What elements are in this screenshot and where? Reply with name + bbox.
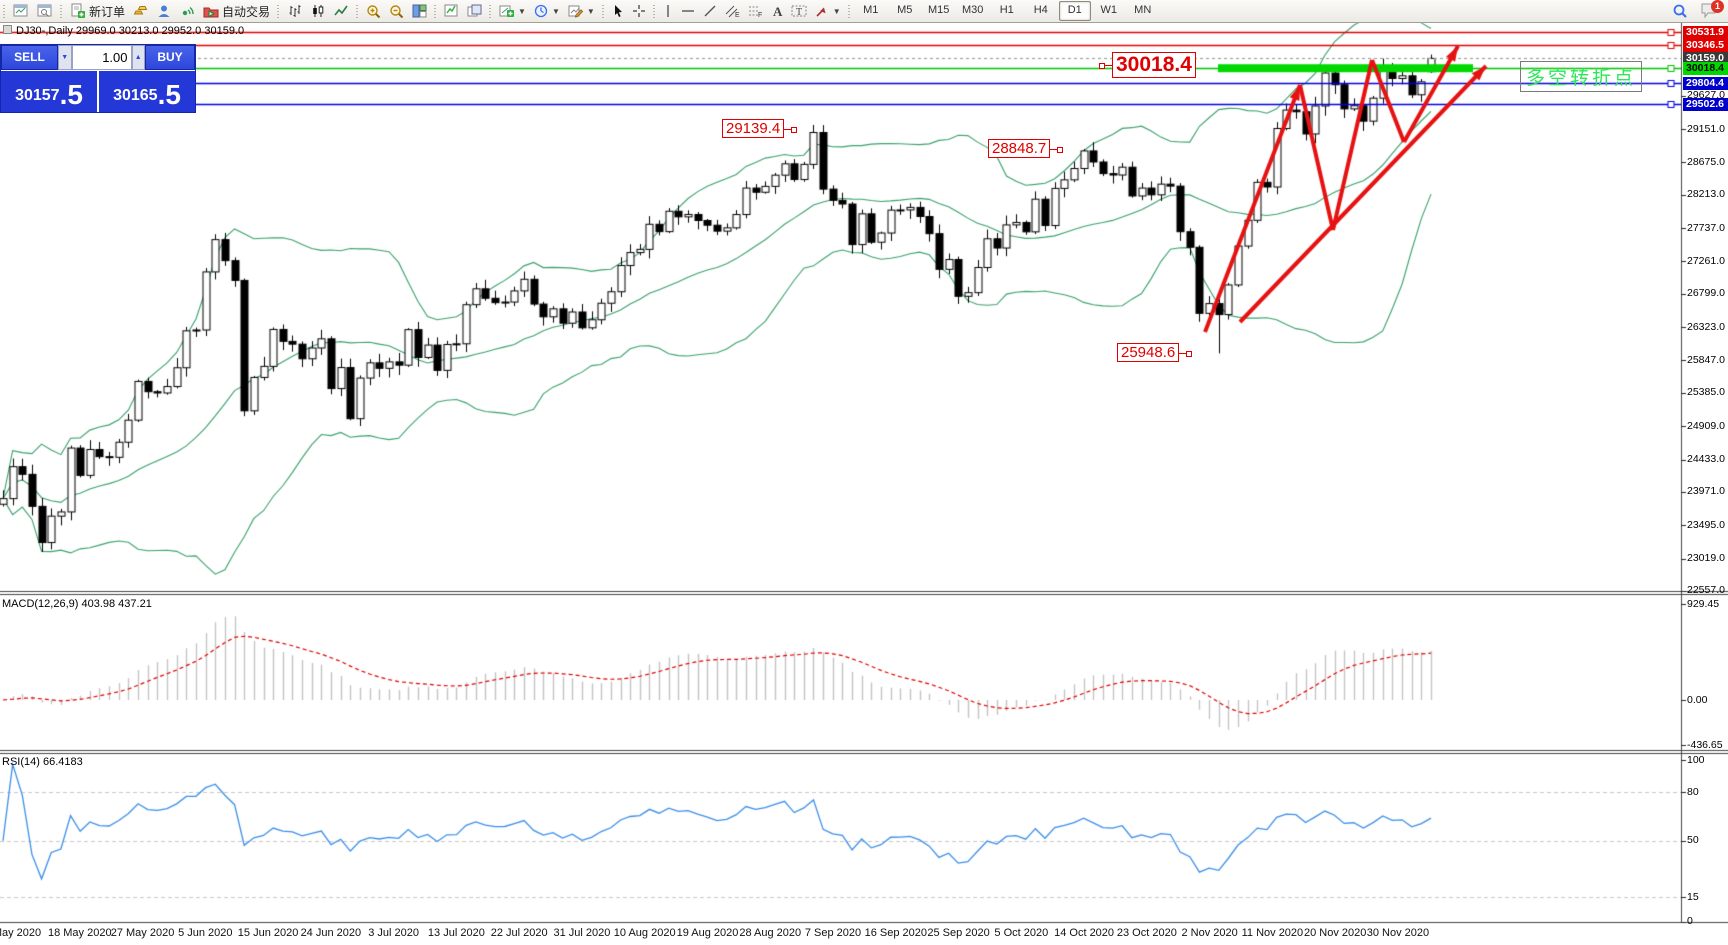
- bar-chart-icon[interactable]: [283, 0, 307, 22]
- note-annotation[interactable]: 多空转折点: [1520, 61, 1643, 92]
- candlestick-chart-icon[interactable]: [307, 0, 329, 22]
- timeframe-button-m5[interactable]: M5: [897, 4, 913, 16]
- chart-window-search-icon[interactable]: [33, 0, 57, 22]
- timeframe-button-m1[interactable]: M1: [863, 4, 879, 16]
- volume-decrease-button[interactable]: ▼: [58, 45, 72, 70]
- text-icon[interactable]: A: [767, 0, 787, 22]
- toolbar-grip: [276, 3, 282, 19]
- fibonacci-icon[interactable]: F: [744, 0, 767, 22]
- periods-icon[interactable]: ▼: [530, 0, 564, 22]
- toolbar-grip: [600, 3, 606, 19]
- toolbar-group: [353, 0, 431, 22]
- indicators-icon[interactable]: [440, 0, 463, 22]
- toolbar-grip: [846, 3, 852, 19]
- price-annotation-29139[interactable]: 29139.4: [722, 119, 798, 138]
- tile-windows-icon[interactable]: [408, 0, 431, 22]
- toolbar-grip: [59, 3, 64, 19]
- toolbar-grip: [651, 3, 657, 19]
- timeframe-button-h1[interactable]: H1: [999, 4, 1014, 16]
- price-annotation-28848[interactable]: 28848.7: [988, 139, 1064, 158]
- gold-icon[interactable]: [129, 0, 153, 22]
- new-order-button[interactable]: 新订单: [66, 0, 129, 22]
- horizontal-line-icon[interactable]: [677, 0, 699, 22]
- trendline-icon[interactable]: [699, 0, 721, 22]
- zoom-in-icon[interactable]: [362, 0, 385, 22]
- toolbar-grip: [2, 3, 7, 19]
- svg-text:A: A: [773, 4, 783, 18]
- toolbar-group: [274, 0, 353, 22]
- community-icon[interactable]: [153, 0, 175, 22]
- toolbar-group: ▼ ▼ ▼: [486, 0, 599, 22]
- arrange-windows-icon[interactable]: [463, 0, 486, 22]
- chart-symbol-icon: [3, 25, 12, 34]
- buy-price-button[interactable]: 30165.5: [99, 71, 195, 112]
- svg-text:F: F: [758, 12, 762, 18]
- rsi-label: RSI(14) 66.4183: [2, 756, 83, 768]
- timeframe-button-m30[interactable]: M30: [962, 4, 984, 16]
- buy-price: 30165: [113, 87, 158, 104]
- toolbar-groups: 新订单 自动交易 ▼ ▼ ▼ E F A T ▼ M1 M5 M15 M30 H1 H4 D1 W1 MN: [0, 0, 1160, 22]
- text-label-icon[interactable]: T: [787, 0, 811, 22]
- toolbar-group: [431, 0, 486, 22]
- timeframe-button-d1[interactable]: D1: [1058, 1, 1091, 21]
- toolbar-group: 新订单 自动交易: [57, 0, 274, 22]
- toolbar-group: [0, 0, 57, 22]
- chat-icon[interactable]: 1: [1700, 0, 1724, 21]
- crosshair-icon[interactable]: [628, 0, 650, 22]
- signal-icon[interactable]: [175, 0, 199, 22]
- line-chart-icon[interactable]: [329, 0, 353, 22]
- toolbar: 新订单 自动交易 ▼ ▼ ▼ E F A T ▼ M1 M5 M15 M30 H1 H4 D1 W1 MN 1: [0, 0, 1728, 23]
- chart-window-icon[interactable]: [9, 0, 33, 22]
- shapes-icon[interactable]: ▼: [811, 0, 845, 22]
- toolbar-right: 1: [1668, 0, 1728, 22]
- toolbar-group: M1 M5 M15 M30 H1 H4 D1 W1 MN: [845, 0, 1160, 22]
- one-click-trading-widget: SELL ▼ ▲ BUY 30157.5 30165.5: [0, 44, 196, 113]
- sell-button[interactable]: SELL: [1, 45, 58, 70]
- timeframe-button-m15[interactable]: M15: [928, 4, 950, 16]
- search-icon[interactable]: [1668, 0, 1692, 22]
- auto-trading-button[interactable]: 自动交易: [199, 0, 274, 22]
- sell-price: 30157: [15, 87, 60, 104]
- toolbar-group: E F A T ▼: [650, 0, 845, 22]
- templates-icon[interactable]: ▼: [564, 0, 599, 22]
- zoom-out-icon[interactable]: [385, 0, 408, 22]
- volume-input[interactable]: [71, 45, 132, 70]
- price-annotation-25948[interactable]: 25948.6: [1117, 343, 1193, 362]
- cursor-icon[interactable]: [608, 0, 628, 22]
- toolbar-grip: [355, 3, 361, 19]
- volume-increase-button[interactable]: ▲: [131, 45, 145, 70]
- notification-badge: 1: [1711, 0, 1724, 13]
- toolbar-grip: [488, 3, 494, 19]
- vertical-line-icon[interactable]: [659, 0, 677, 22]
- sell-price-button[interactable]: 30157.5: [1, 71, 99, 112]
- buy-button[interactable]: BUY: [145, 45, 195, 70]
- macd-label: MACD(12,26,9) 403.98 437.21: [2, 598, 152, 610]
- svg-text:E: E: [735, 12, 740, 18]
- chart-title: DJ30-,Daily 29969.0 30213.0 29952.0 3015…: [3, 25, 244, 37]
- timeframe-button-w1[interactable]: W1: [1100, 4, 1117, 16]
- toolbar-group: [599, 0, 650, 22]
- svg-text:T: T: [796, 7, 802, 18]
- price-annotation-30018[interactable]: 30018.4: [1099, 52, 1196, 78]
- toolbar-grip: [433, 3, 439, 19]
- timeframe-button-mn[interactable]: MN: [1134, 4, 1152, 16]
- equidistant-channel-icon[interactable]: E: [721, 0, 744, 22]
- new-chart-icon[interactable]: ▼: [495, 0, 530, 22]
- timeframe-button-h4[interactable]: H4: [1033, 4, 1048, 16]
